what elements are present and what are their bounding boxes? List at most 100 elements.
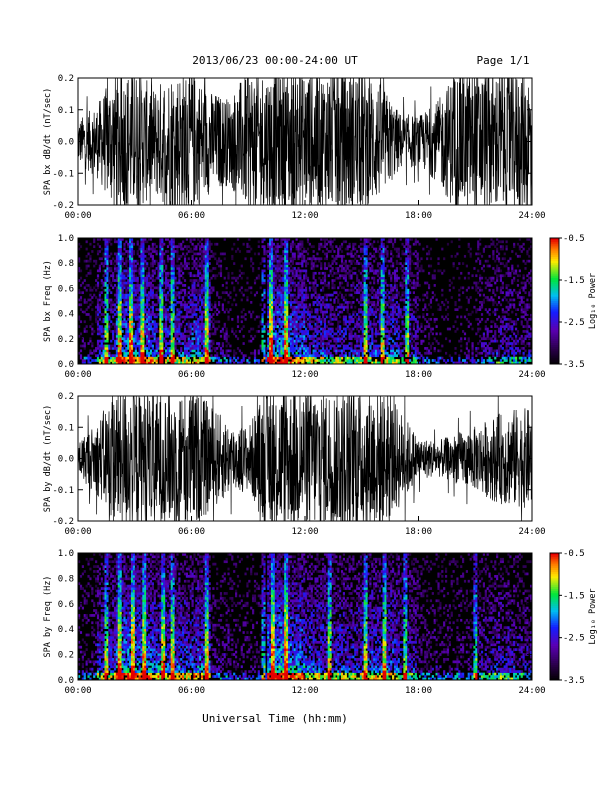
spectrogram-cell xyxy=(305,327,308,331)
spectrogram-cell xyxy=(78,303,81,307)
spectrogram-cell xyxy=(102,351,105,355)
spectrogram-cell xyxy=(301,305,304,309)
spectrogram-cell xyxy=(384,250,387,253)
spectrogram-cell xyxy=(363,351,366,355)
spectrogram-cell xyxy=(371,330,374,333)
spectrogram-cell xyxy=(323,271,327,275)
spectrogram-cell xyxy=(363,320,366,324)
spectrogram-cell xyxy=(113,264,117,268)
spectrogram-cell xyxy=(376,351,380,355)
spectrogram-cell xyxy=(367,298,370,302)
spectrogram-cell xyxy=(159,320,162,324)
spectrogram-cell xyxy=(305,356,308,360)
spectrogram-cell xyxy=(344,298,347,302)
spectrogram-cell xyxy=(303,334,306,338)
spectrogram-cell xyxy=(320,267,323,270)
spectrogram-cell xyxy=(280,347,283,350)
spectrogram-cell xyxy=(373,339,376,343)
spectrogram-cell xyxy=(270,284,274,287)
spectrogram-cell xyxy=(183,288,187,292)
spectrogram-cell xyxy=(144,327,147,331)
spectrogram-cell xyxy=(87,359,90,362)
spectrogram-cell xyxy=(395,301,398,304)
spectrogram-cell xyxy=(373,351,376,355)
spectrogram-cell xyxy=(136,310,139,314)
spectrogram-cell xyxy=(323,310,327,314)
spectrogram-cell xyxy=(132,271,136,275)
spectrogram-cell xyxy=(104,320,107,324)
spectrogram-cell xyxy=(284,334,287,338)
spectrogram-cell xyxy=(104,298,107,302)
spectrogram-cell xyxy=(278,286,281,290)
spectrogram-cell xyxy=(119,276,122,280)
spectrogram-cell xyxy=(274,305,277,309)
spectrogram-cell xyxy=(121,291,124,295)
spectrogram-cell xyxy=(129,296,132,299)
spectrogram-cell xyxy=(340,330,344,333)
spectrogram-cell xyxy=(327,320,330,324)
spectrogram-cell xyxy=(121,310,124,314)
spectrogram-cell xyxy=(98,296,101,299)
spectrogram-cell xyxy=(314,325,317,328)
spectrogram-cell xyxy=(331,327,334,331)
spectrogram-cell xyxy=(382,293,385,297)
spectrogram-cell xyxy=(96,310,100,314)
spectrogram-cell xyxy=(346,327,349,331)
spectrogram-cell xyxy=(390,317,393,321)
spectrogram-cell xyxy=(214,276,217,280)
spectrogram-cell xyxy=(140,242,143,246)
spectrogram-cell xyxy=(104,351,107,355)
spectrogram-cell xyxy=(342,262,346,265)
spectrogram-cell xyxy=(380,281,383,285)
spectrogram-cell xyxy=(261,330,264,333)
spectrogram-cell xyxy=(259,347,262,350)
spectrogram-cell xyxy=(295,334,298,338)
spectrogram-cell xyxy=(270,347,274,350)
spectrogram-cell xyxy=(102,347,105,350)
spectrogram-cell xyxy=(327,293,330,297)
spectrogram-cell xyxy=(91,359,94,362)
spectrogram-cell xyxy=(100,279,103,282)
spectrogram-cell xyxy=(352,242,355,246)
spectrogram-cell xyxy=(310,257,313,261)
spectrogram-cell xyxy=(340,250,344,253)
spectrogram-cell xyxy=(115,349,119,353)
spectrogram-cell xyxy=(91,250,94,253)
spectrogram-cell xyxy=(323,274,327,278)
spectrogram-cell xyxy=(208,320,211,324)
spectrogram-cell xyxy=(325,342,328,345)
spectrogram-cell xyxy=(282,257,285,261)
spectrogram-cell xyxy=(301,320,304,324)
spectrogram-cell xyxy=(142,301,145,304)
spectrogram-cell xyxy=(146,305,149,309)
spectrogram-cell xyxy=(91,327,94,331)
spectrogram-cell xyxy=(155,291,158,295)
spectrogram-cell xyxy=(272,259,276,263)
spectrogram-cell xyxy=(367,330,370,333)
spectrogram-cell xyxy=(354,347,357,350)
spectrogram-cell xyxy=(208,281,211,285)
spectrogram-cell xyxy=(335,339,338,343)
spectrogram-cell xyxy=(297,303,300,307)
spectrogram-cell xyxy=(384,342,387,345)
spectrogram-cell xyxy=(342,315,346,319)
spectrogram-cell xyxy=(191,315,194,319)
spectrogram-cell xyxy=(297,252,300,256)
spectrogram-cell xyxy=(329,238,332,241)
spectrogram-cell xyxy=(119,317,122,321)
spectrogram-cell xyxy=(295,271,298,275)
spectrogram-cell xyxy=(320,288,323,292)
spectrogram-cell xyxy=(182,356,185,360)
spectrogram-cell xyxy=(339,303,342,307)
spectrogram-cell xyxy=(295,296,298,299)
spectrogram-cell xyxy=(217,320,221,324)
spectrogram-cell xyxy=(219,349,223,353)
spectrogram-cell xyxy=(119,301,122,304)
spectrogram-cell xyxy=(155,308,158,311)
spectrogram-cell xyxy=(286,279,289,282)
spectrogram-cell xyxy=(380,279,383,282)
spectrogram-cell xyxy=(117,313,120,316)
spectrogram-cell xyxy=(374,291,378,295)
spectrogram-cell xyxy=(350,349,353,353)
spectrogram-cell xyxy=(155,351,158,355)
